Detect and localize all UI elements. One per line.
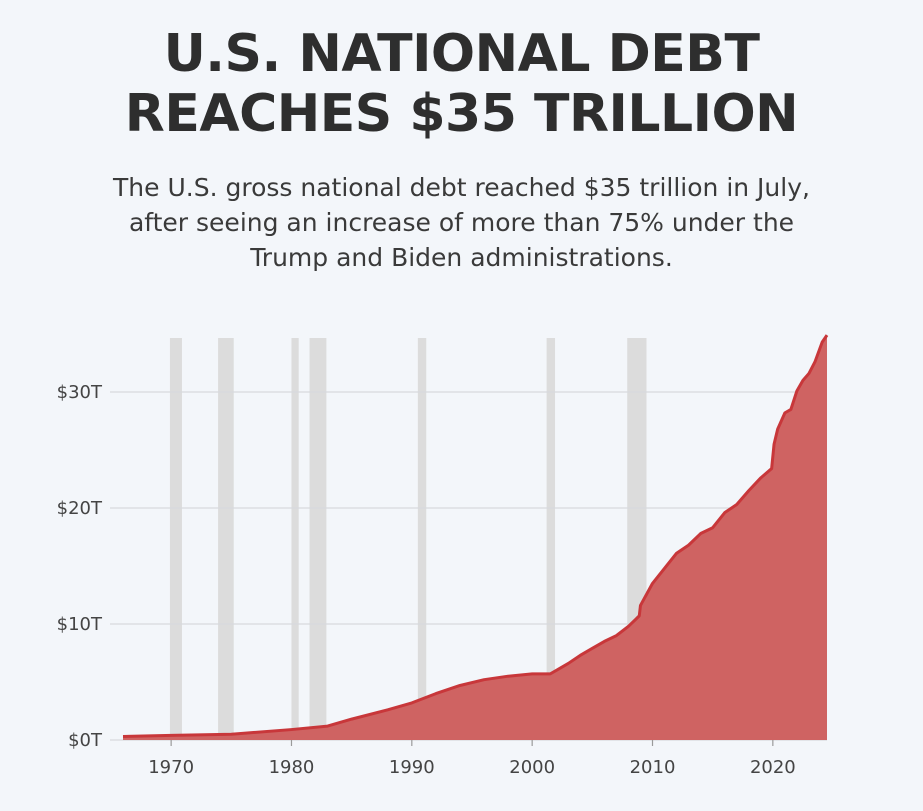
debt-area-fill xyxy=(123,335,827,740)
x-tick-label-1990: 1990 xyxy=(389,757,435,778)
chart-subtitle-line-3: Trump and Biden administrations. xyxy=(250,243,673,272)
chart-title: U.S. NATIONAL DEBT REACHES $35 TRILLION xyxy=(0,24,923,144)
x-tick-label-2010: 2010 xyxy=(630,757,676,778)
y-axis: $0T $10T $20T $30T xyxy=(57,382,103,751)
chart-subtitle-line-2: after seeing an increase of more than 75… xyxy=(128,208,795,237)
debt-area-series xyxy=(122,334,829,740)
chart-subtitle-line-1: The U.S. gross national debt reached $35… xyxy=(113,173,810,202)
x-tick-label-2020: 2020 xyxy=(750,757,796,778)
recession-band-3 xyxy=(291,338,299,740)
recession-band-1 xyxy=(169,338,182,740)
recession-band-5 xyxy=(417,338,427,740)
debt-line xyxy=(122,334,829,739)
recession-bands xyxy=(169,338,647,740)
y-tick-label-0: $0T xyxy=(68,730,103,751)
x-tick-label-2000: 2000 xyxy=(509,757,555,778)
recession-band-4 xyxy=(309,338,327,740)
chart-title-line-2: REACHES $35 TRILLION xyxy=(124,84,799,144)
recession-band-2 xyxy=(218,338,234,740)
x-axis: 1970 1980 1990 2000 2010 2020 xyxy=(148,740,796,778)
y-tick-label-30: $30T xyxy=(57,382,103,403)
x-tick-label-1970: 1970 xyxy=(148,757,194,778)
y-tick-label-10: $10T xyxy=(57,614,103,635)
x-tick-label-1980: 1980 xyxy=(269,757,315,778)
chart-subtitle: The U.S. gross national debt reached $35… xyxy=(40,170,883,275)
recession-band-6 xyxy=(546,338,556,740)
chart-title-line-1: U.S. NATIONAL DEBT xyxy=(163,24,760,84)
y-tick-label-20: $20T xyxy=(57,498,103,519)
